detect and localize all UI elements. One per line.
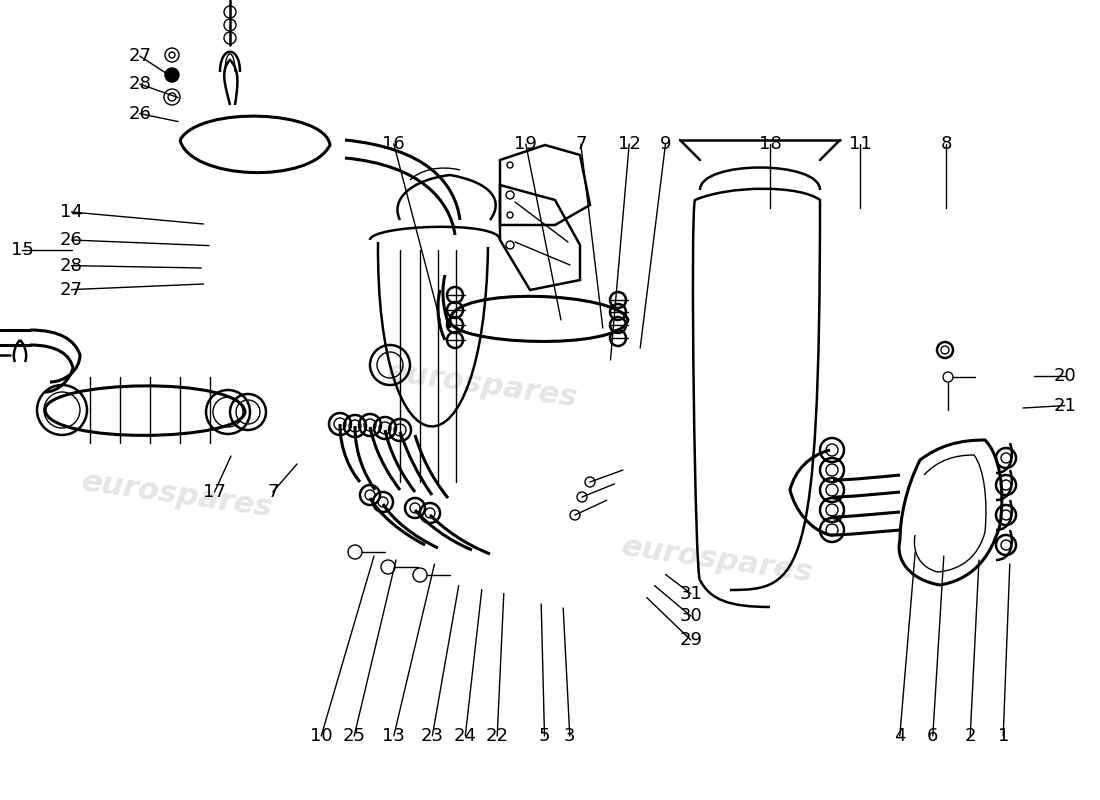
Text: 26: 26 bbox=[60, 231, 82, 249]
Text: 9: 9 bbox=[660, 135, 671, 153]
Text: 31: 31 bbox=[680, 585, 702, 602]
Text: 13: 13 bbox=[383, 727, 405, 745]
Text: 5: 5 bbox=[539, 727, 550, 745]
Text: 12: 12 bbox=[618, 135, 640, 153]
Circle shape bbox=[165, 68, 179, 82]
Text: eurospares: eurospares bbox=[620, 532, 815, 588]
Text: 3: 3 bbox=[564, 727, 575, 745]
Text: 28: 28 bbox=[60, 257, 82, 274]
Text: 17: 17 bbox=[204, 483, 226, 501]
Text: 1: 1 bbox=[998, 727, 1009, 745]
Text: 7: 7 bbox=[267, 483, 278, 501]
Text: 10: 10 bbox=[310, 727, 332, 745]
Text: 19: 19 bbox=[515, 135, 537, 153]
Text: 20: 20 bbox=[1054, 367, 1076, 385]
Text: 4: 4 bbox=[894, 727, 905, 745]
Text: 30: 30 bbox=[680, 607, 702, 625]
Circle shape bbox=[578, 492, 587, 502]
Text: eurospares: eurospares bbox=[80, 467, 275, 522]
Text: 15: 15 bbox=[11, 241, 33, 258]
Text: 8: 8 bbox=[940, 135, 952, 153]
Text: 27: 27 bbox=[60, 281, 82, 298]
Circle shape bbox=[585, 477, 595, 487]
Text: eurospares: eurospares bbox=[385, 358, 580, 413]
Text: 18: 18 bbox=[759, 135, 781, 153]
Text: 21: 21 bbox=[1054, 397, 1076, 414]
Text: 6: 6 bbox=[927, 727, 938, 745]
Text: 26: 26 bbox=[129, 105, 151, 122]
Text: 27: 27 bbox=[129, 47, 151, 65]
Text: 11: 11 bbox=[849, 135, 871, 153]
Text: 28: 28 bbox=[129, 75, 151, 93]
Text: 23: 23 bbox=[421, 727, 443, 745]
Circle shape bbox=[570, 510, 580, 520]
Text: 29: 29 bbox=[680, 631, 702, 649]
Text: 16: 16 bbox=[383, 135, 405, 153]
Text: 14: 14 bbox=[60, 203, 82, 221]
Text: 22: 22 bbox=[486, 727, 508, 745]
Text: 24: 24 bbox=[454, 727, 476, 745]
Text: 2: 2 bbox=[965, 727, 976, 745]
Text: 7: 7 bbox=[575, 135, 586, 153]
Text: 25: 25 bbox=[343, 727, 365, 745]
